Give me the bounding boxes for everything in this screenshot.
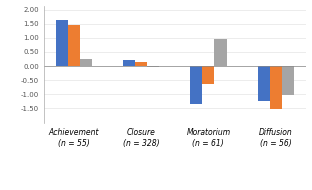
Bar bbox=[80, 59, 92, 66]
Bar bbox=[282, 66, 294, 95]
Bar bbox=[123, 60, 135, 66]
Bar bbox=[190, 66, 202, 104]
Bar bbox=[68, 25, 80, 66]
Bar bbox=[257, 66, 270, 101]
Bar bbox=[270, 66, 282, 109]
Bar bbox=[202, 66, 214, 84]
Bar bbox=[214, 39, 227, 66]
Bar bbox=[56, 20, 68, 66]
Bar bbox=[135, 62, 147, 66]
